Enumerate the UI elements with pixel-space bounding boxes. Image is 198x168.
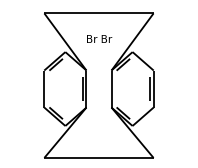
Text: Br Br: Br Br [86,35,112,45]
